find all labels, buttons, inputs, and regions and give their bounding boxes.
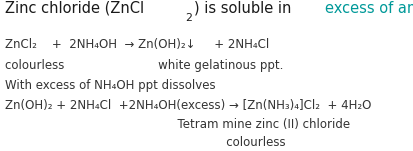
Text: ) is soluble in: ) is soluble in xyxy=(194,1,296,16)
Text: ZnCl₂    +  2NH₄OH  → Zn(OH)₂↓     + 2NH₄Cl: ZnCl₂ + 2NH₄OH → Zn(OH)₂↓ + 2NH₄Cl xyxy=(5,38,270,51)
Text: excess of ammonium hydroxide: excess of ammonium hydroxide xyxy=(325,1,413,16)
Text: Zinc chloride (ZnCl: Zinc chloride (ZnCl xyxy=(5,1,145,16)
Text: With excess of NH₄OH ppt dissolves: With excess of NH₄OH ppt dissolves xyxy=(5,79,216,92)
Text: colourless                         white gelatinous ppt.: colourless white gelatinous ppt. xyxy=(5,59,284,72)
Text: 2: 2 xyxy=(185,13,192,23)
Text: Tetram mine zinc (II) chloride: Tetram mine zinc (II) chloride xyxy=(5,118,351,131)
Text: Zn(OH)₂ + 2NH₄Cl  +2NH₄OH(excess) → [Zn(NH₃)₄]Cl₂  + 4H₂O: Zn(OH)₂ + 2NH₄Cl +2NH₄OH(excess) → [Zn(N… xyxy=(5,99,372,112)
Text: colourless: colourless xyxy=(5,137,286,149)
